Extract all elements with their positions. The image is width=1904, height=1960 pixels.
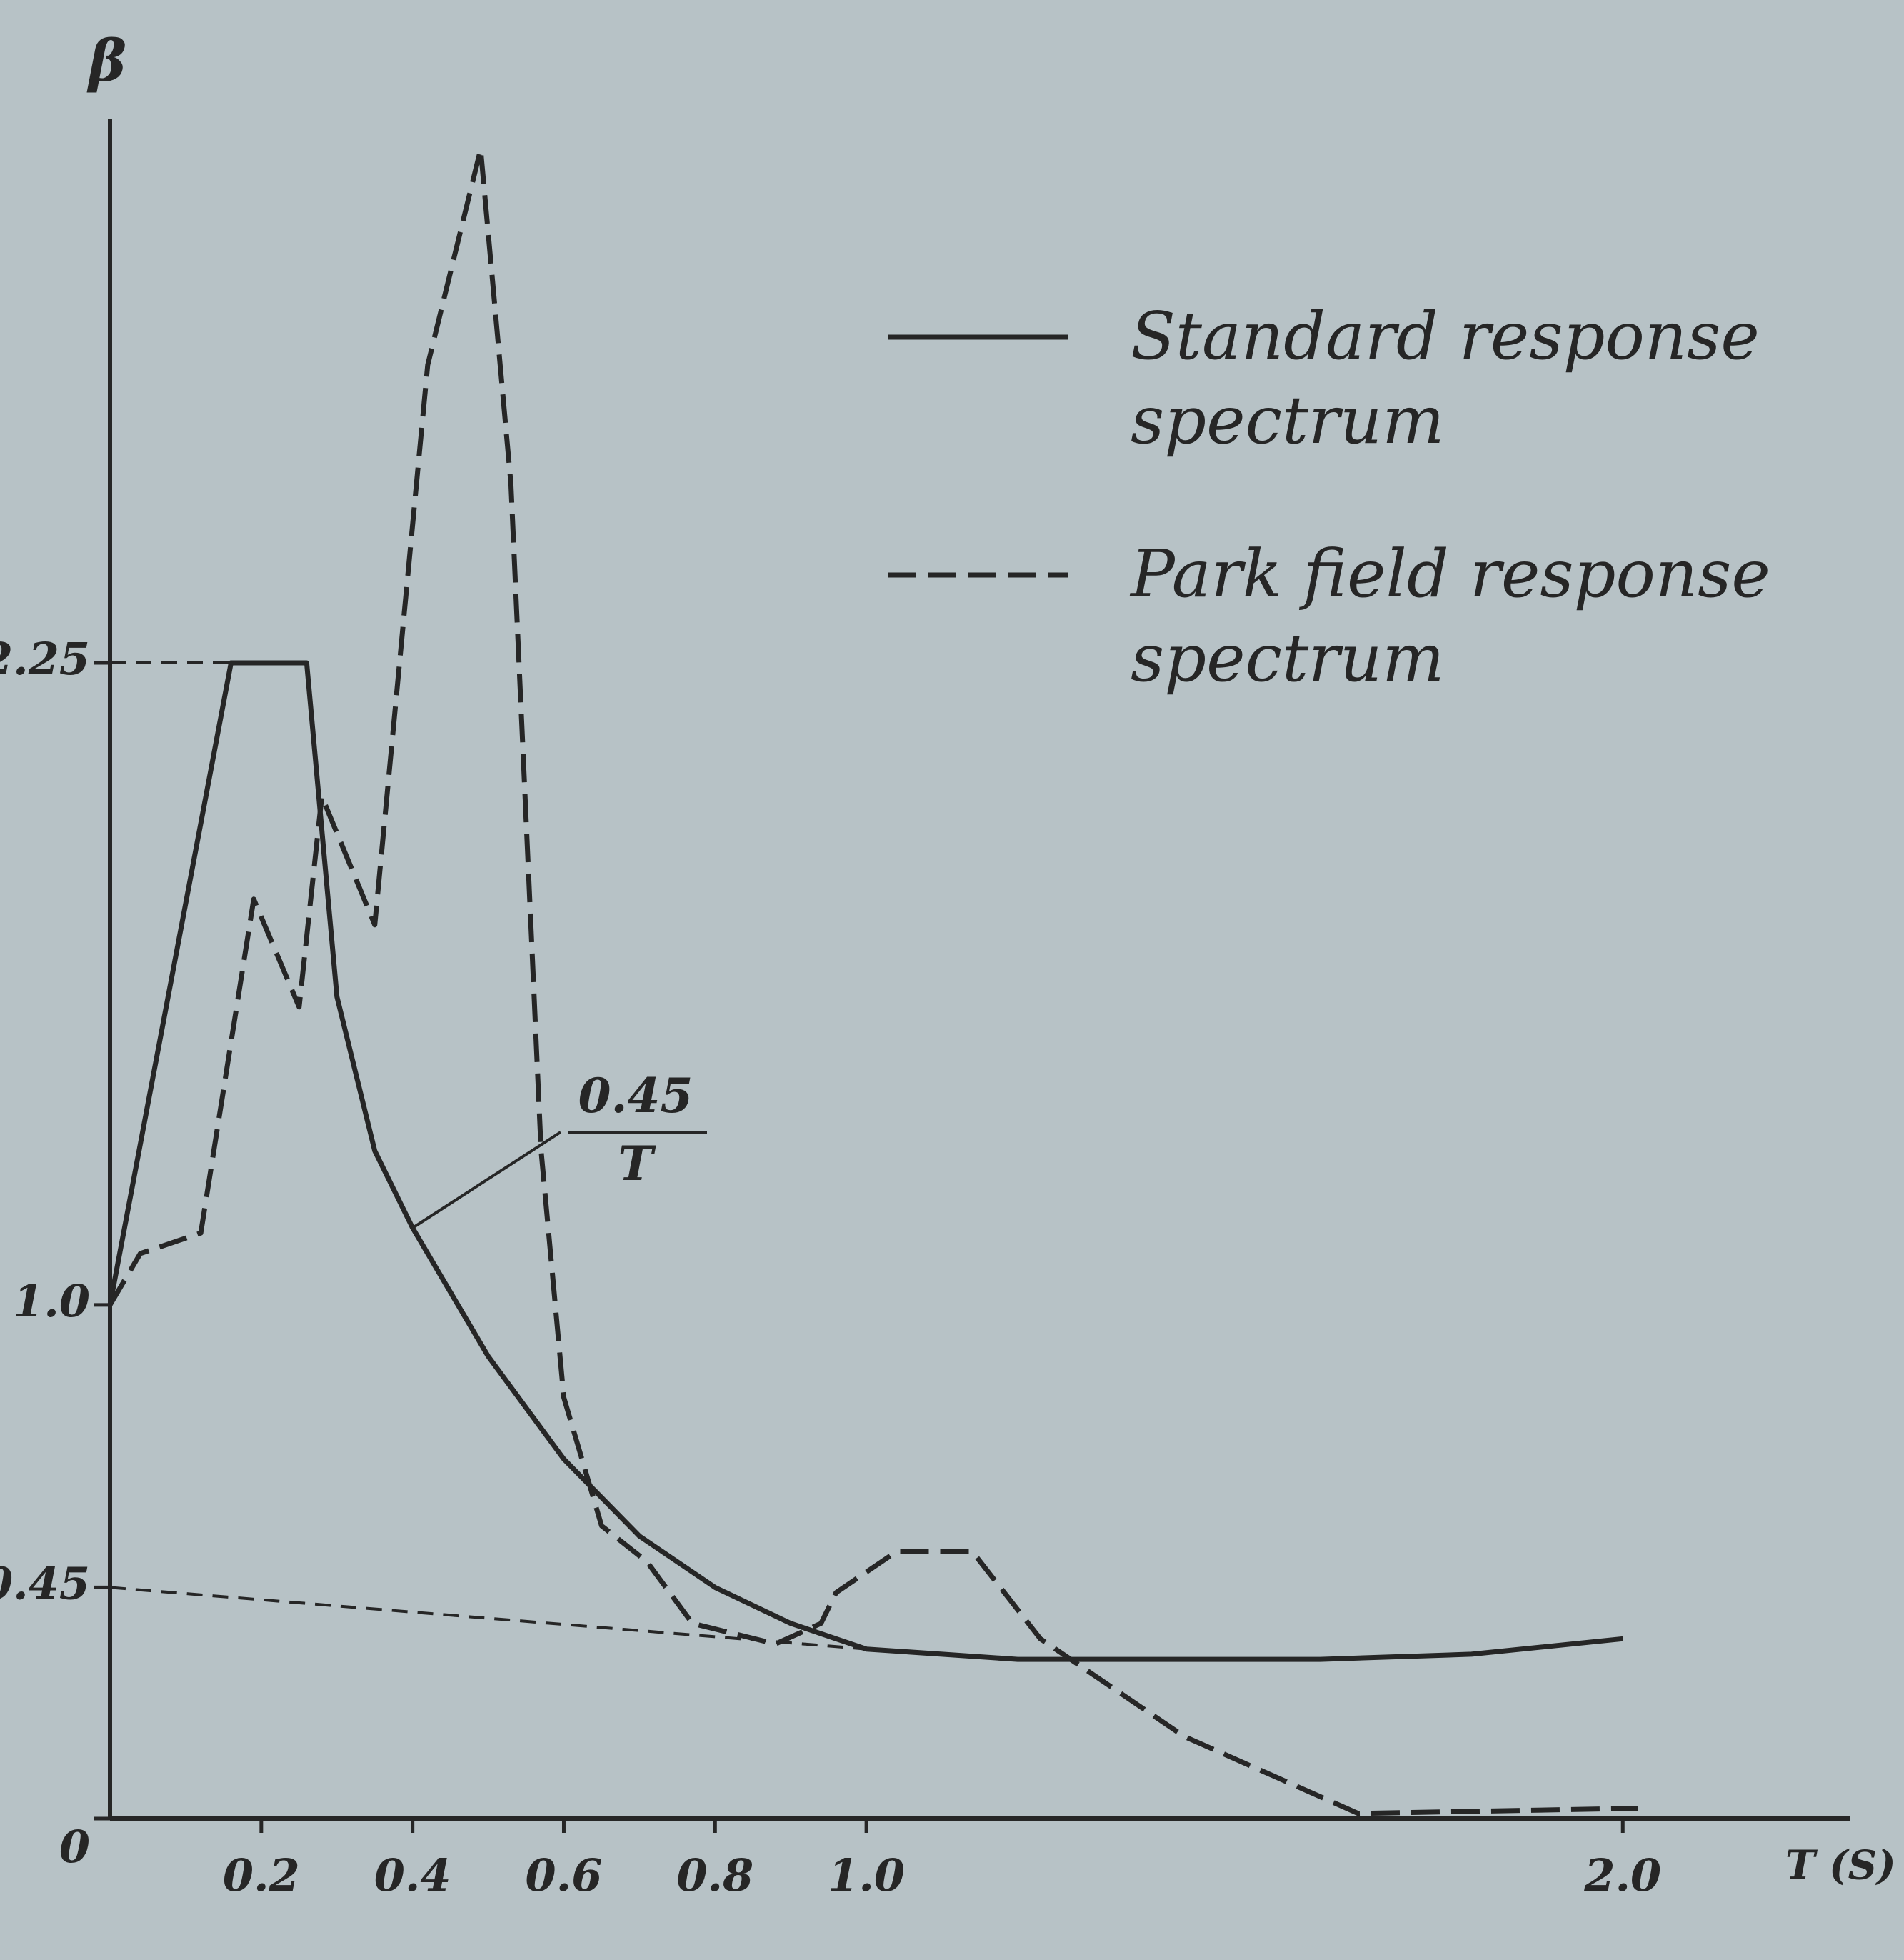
y-axis-label: β — [86, 27, 126, 94]
annotation-leader — [411, 1131, 562, 1229]
x-axis-label: T (S) — [1785, 1842, 1896, 1889]
x-tick-label: 0.8 — [676, 1849, 753, 1901]
y-tick-label: 0.45 — [0, 1557, 90, 1609]
x-tick-label: 0.4 — [374, 1849, 451, 1901]
guide-line — [109, 1586, 867, 1651]
series-line — [107, 660, 1623, 1662]
legend-label: Park field response spectrum — [1131, 536, 1770, 696]
y-tick-label: 0 — [59, 1821, 90, 1873]
series-line — [107, 146, 1638, 1816]
annotation-denominator: T — [618, 1136, 656, 1191]
y-tick-label: 2.25 — [0, 633, 90, 685]
legend-label: Standard response spectrum — [1131, 298, 1760, 459]
x-tick-label: 0.2 — [223, 1849, 300, 1901]
annotation-numerator: 0.45 — [578, 1068, 693, 1124]
x-tick-label: 1.0 — [828, 1849, 905, 1901]
x-tick-label: 0.6 — [526, 1849, 603, 1901]
y-tick-label: 1.0 — [13, 1275, 90, 1327]
x-tick-label: 2.0 — [1583, 1849, 1661, 1901]
